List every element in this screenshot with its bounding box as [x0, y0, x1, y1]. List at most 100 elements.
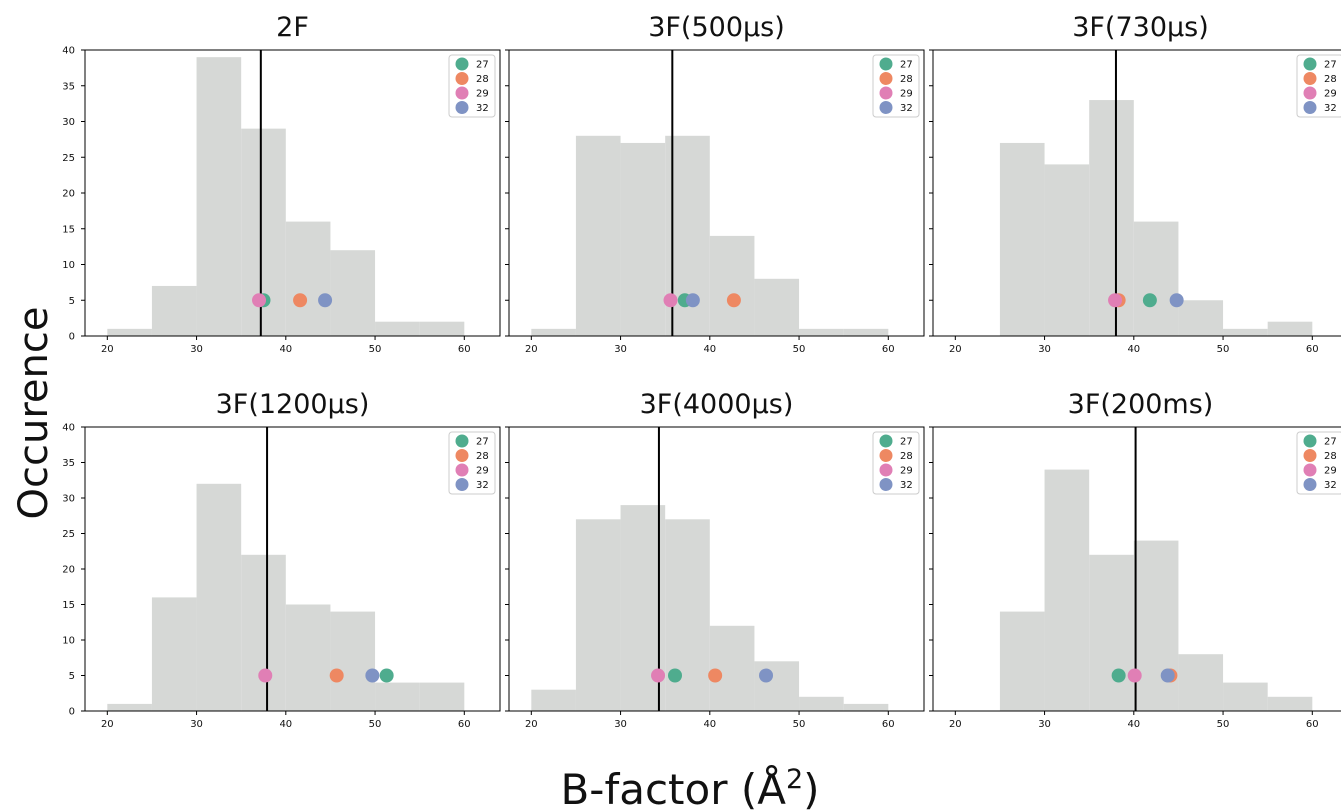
- histogram-bar: [754, 661, 800, 711]
- x-tick-label: 50: [369, 344, 382, 355]
- point-27: [1111, 668, 1126, 683]
- figure-xlabel-close: ): [803, 765, 819, 811]
- legend-label-32: 32: [1324, 480, 1337, 491]
- histogram-bar: [151, 285, 197, 336]
- legend-marker-28: [455, 72, 469, 85]
- panel-title: 3F(500μs): [648, 12, 785, 43]
- point-32: [759, 668, 774, 683]
- y-tick-label: 35: [62, 81, 75, 92]
- histogram-bar: [799, 696, 844, 711]
- legend-label-28: 28: [476, 74, 489, 85]
- histogram-bar: [1223, 682, 1268, 711]
- y-tick-label: 25: [62, 529, 75, 540]
- point-32: [685, 293, 700, 308]
- figure-xlabel: B-factor (Å2): [560, 764, 819, 811]
- legend-label-27: 27: [900, 60, 913, 71]
- point-27: [379, 668, 394, 683]
- legend-marker-27: [879, 434, 893, 448]
- y-tick-label: 0: [69, 707, 75, 718]
- x-tick-label: 50: [793, 719, 806, 730]
- x-tick-label: 50: [369, 719, 382, 730]
- legend-marker-29: [879, 463, 893, 477]
- histogram-bar: [575, 519, 621, 711]
- legend-label-29: 29: [900, 89, 913, 100]
- histogram-bar: [1044, 469, 1090, 711]
- x-tick-label: 60: [1306, 344, 1319, 355]
- legend-label-32: 32: [1324, 103, 1337, 114]
- panel-title: 3F(4000μs): [640, 389, 794, 420]
- histogram-bar: [285, 221, 331, 336]
- legend-marker-28: [879, 449, 893, 462]
- chart-panel-6: 3F(200ms) 20 30 40 50 60 27 28 29 32: [929, 389, 1341, 730]
- point-29: [258, 668, 273, 683]
- histogram-bar: [843, 328, 889, 336]
- legend-marker-32: [455, 101, 469, 114]
- y-tick-label: 20: [62, 565, 75, 576]
- point-29: [1108, 293, 1123, 308]
- y-tick-label: 40: [62, 46, 75, 57]
- x-tick-label: 20: [525, 719, 538, 730]
- point-32: [1160, 668, 1175, 683]
- x-tick-label: 40: [1127, 344, 1140, 355]
- point-29: [651, 668, 666, 683]
- x-tick-label: 30: [190, 719, 203, 730]
- x-tick-label: 40: [1127, 719, 1140, 730]
- x-tick-label: 20: [525, 344, 538, 355]
- legend-label-27: 27: [476, 437, 489, 448]
- legend-marker-28: [455, 449, 469, 462]
- point-28: [726, 293, 741, 308]
- y-tick-label: 15: [62, 600, 75, 611]
- legend-label-28: 28: [1324, 451, 1337, 462]
- legend-marker-29: [1303, 463, 1317, 477]
- histogram-bar: [999, 611, 1045, 711]
- x-tick-label: 30: [190, 344, 203, 355]
- histogram-bar: [709, 235, 755, 336]
- histogram-bar: [285, 604, 331, 711]
- x-tick-label: 40: [703, 344, 716, 355]
- legend-marker-27: [1303, 434, 1317, 448]
- legend-label-27: 27: [476, 60, 489, 71]
- y-tick-label: 15: [62, 224, 75, 235]
- legend-label-32: 32: [900, 103, 913, 114]
- legend-marker-27: [455, 57, 469, 71]
- histogram-bar: [107, 703, 152, 711]
- legend-label-28: 28: [476, 451, 489, 462]
- y-tick-label: 35: [62, 458, 75, 469]
- point-29: [663, 293, 678, 308]
- legend-marker-32: [879, 478, 893, 491]
- y-tick-label: 10: [62, 260, 75, 271]
- x-tick-label: 20: [101, 719, 114, 730]
- histogram-bar: [531, 689, 576, 711]
- histogram-bar: [196, 483, 242, 711]
- legend-marker-27: [455, 434, 469, 448]
- x-tick-label: 40: [703, 719, 716, 730]
- legend-marker-28: [879, 72, 893, 85]
- panel-title: 3F(730μs): [1072, 12, 1209, 43]
- x-tick-label: 60: [882, 344, 895, 355]
- histogram-bar: [151, 597, 197, 711]
- legend-label-27: 27: [1324, 60, 1337, 71]
- histogram-bar: [1267, 696, 1313, 711]
- legend-label-28: 28: [1324, 74, 1337, 85]
- x-tick-label: 20: [949, 719, 962, 730]
- legend-marker-32: [1303, 101, 1317, 114]
- histogram-bar: [799, 328, 844, 336]
- chart-panel-5: 3F(4000μs) 20 30 40 50 60 27 28 29 32: [505, 389, 925, 730]
- x-tick-label: 60: [882, 719, 895, 730]
- point-32: [1169, 293, 1184, 308]
- chart-panel-3: 3F(730μs) 20 30 40 50 60 27 28 29 32: [929, 12, 1341, 355]
- x-tick-label: 60: [458, 719, 471, 730]
- histogram-bar: [419, 321, 465, 336]
- point-27: [1142, 293, 1157, 308]
- x-tick-label: 40: [279, 719, 292, 730]
- legend-label-29: 29: [1324, 466, 1337, 477]
- histogram-bar: [419, 682, 465, 711]
- x-tick-label: 60: [1306, 719, 1319, 730]
- histogram-bar: [1178, 300, 1224, 336]
- x-tick-label: 50: [1217, 344, 1230, 355]
- legend-marker-32: [455, 478, 469, 491]
- legend-label-32: 32: [476, 103, 489, 114]
- x-tick-label: 40: [279, 344, 292, 355]
- histogram-bar: [754, 278, 800, 336]
